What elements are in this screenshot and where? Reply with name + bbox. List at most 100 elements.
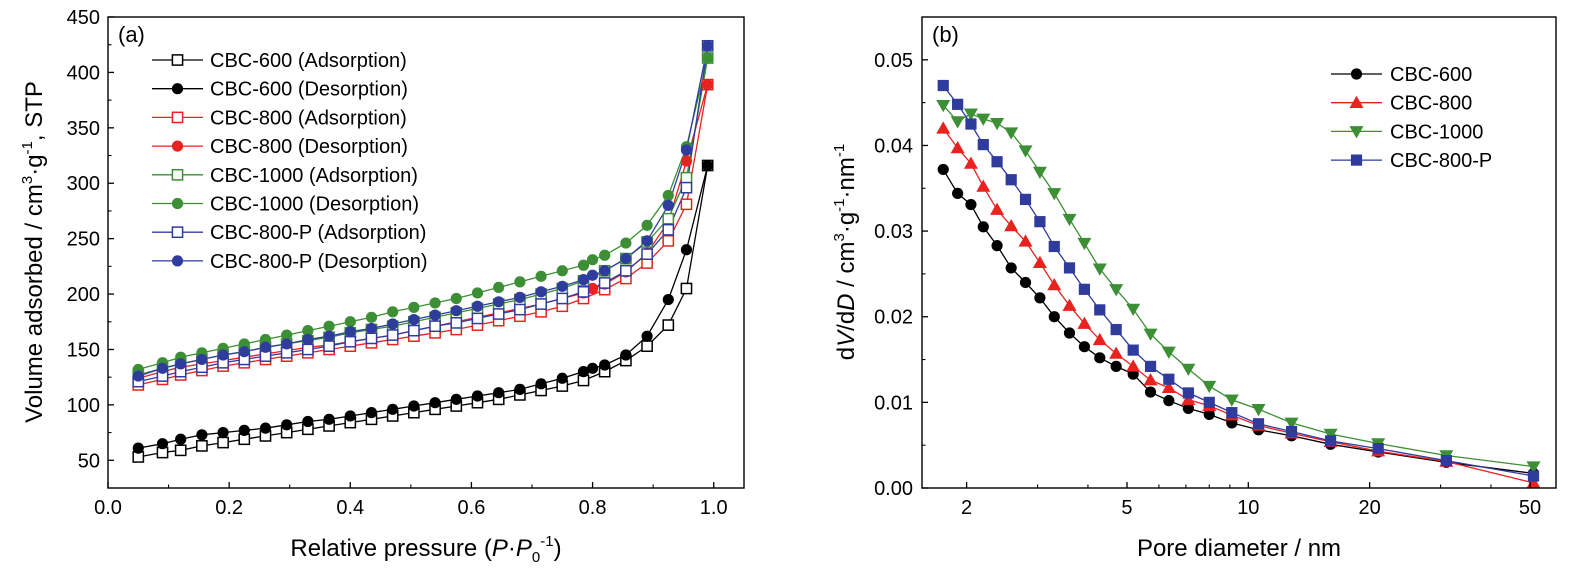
point-cbc-600-desorption xyxy=(344,410,356,422)
point-cbc-1000 xyxy=(1161,346,1176,359)
x-tick-label-a: 0.6 xyxy=(458,497,486,519)
point-cbc-800-p xyxy=(1110,323,1122,336)
point-cbc-1000-desorption xyxy=(662,189,674,202)
point-cbc-800-p-adsorption xyxy=(344,335,357,348)
point-cbc-600-desorption xyxy=(156,438,169,450)
point-cbc-800-p-desorption xyxy=(344,326,356,338)
point-cbc-800 xyxy=(1018,234,1033,247)
point-cbc-800-desorption xyxy=(680,155,693,167)
point-cbc-600 xyxy=(965,198,977,211)
legend-b: CBC-600 CBC-800 CBC-1000 CBC-800-P xyxy=(1331,64,1492,172)
point-cbc-600 xyxy=(1005,262,1017,274)
point-cbc-800-p xyxy=(952,98,964,110)
point-cbc-800-p-desorption xyxy=(156,362,169,374)
point-cbc-600 xyxy=(1163,395,1175,407)
series-line-cbc-800-adsorption xyxy=(138,84,709,386)
point-cbc-1000 xyxy=(1004,127,1019,140)
series-line-cbc-1000-adsorption xyxy=(138,57,709,376)
point-cbc-600-desorption xyxy=(471,390,484,402)
point-cbc-600-desorption xyxy=(493,387,505,399)
point-cbc-800-adsorption xyxy=(680,198,693,211)
point-cbc-1000 xyxy=(1224,394,1239,407)
point-cbc-800-p-desorption xyxy=(302,333,314,346)
legend-marker-cbc-1000-adsorption xyxy=(171,168,184,181)
point-cbc-1000-desorption xyxy=(586,254,599,266)
point-cbc-1000-desorption xyxy=(556,265,568,277)
point-cbc-600-desorption xyxy=(196,429,208,441)
point-cbc-800-p-adsorption xyxy=(365,332,378,345)
point-cbc-600-desorption xyxy=(662,294,674,306)
point-cbc-800 xyxy=(1143,373,1158,386)
legend-label-cbc-1000-adsorption: CBC-1000 (Adsorption) xyxy=(210,165,418,187)
panel-label-b: (b) xyxy=(932,22,959,47)
legend-label-cbc-600-desorption: CBC-600 (Desorption) xyxy=(210,79,408,101)
plot-frame-a xyxy=(107,16,745,489)
point-cbc-600 xyxy=(1182,402,1194,414)
point-cbc-800 xyxy=(1077,316,1092,329)
legend-marker-cbc-600 xyxy=(1350,68,1363,80)
point-cbc-1000 xyxy=(1181,363,1196,376)
point-cbc-1000-desorption xyxy=(408,301,420,313)
point-cbc-1000-desorption xyxy=(302,325,314,337)
point-cbc-1000 xyxy=(1202,380,1217,394)
x-tick-label-a: 1.0 xyxy=(700,497,728,519)
point-cbc-800-p-desorption xyxy=(620,252,632,265)
point-cbc-800-p-adsorption xyxy=(471,312,484,325)
point-cbc-1000 xyxy=(950,116,965,129)
point-cbc-1000-desorption xyxy=(514,276,526,288)
point-cbc-600-adsorption xyxy=(662,319,675,331)
point-cbc-800-p-desorption xyxy=(599,265,611,277)
point-cbc-1000 xyxy=(1126,303,1141,317)
point-cbc-800-p xyxy=(1527,470,1540,482)
point-cbc-800-p-adsorption xyxy=(386,329,399,341)
point-cbc-800 xyxy=(990,202,1005,215)
point-cbc-1000 xyxy=(963,108,978,121)
legend-marker-cbc-800 xyxy=(1349,95,1364,108)
point-cbc-600 xyxy=(1203,408,1215,420)
y-tick-label-b: 0.04 xyxy=(874,135,913,157)
point-cbc-800 xyxy=(1032,255,1047,269)
point-cbc-800-p xyxy=(1144,360,1157,372)
x-tick-label-a: 0.2 xyxy=(215,497,243,519)
point-cbc-600-desorption xyxy=(132,442,144,454)
point-cbc-1000-desorption xyxy=(641,219,653,231)
point-cbc-600-desorption xyxy=(577,366,590,378)
point-cbc-1000-desorption xyxy=(471,287,484,299)
point-cbc-800-p-desorption xyxy=(577,274,590,286)
point-cbc-800-p-adsorption xyxy=(577,285,590,298)
point-cbc-800 xyxy=(950,141,965,154)
point-cbc-800-p-desorption xyxy=(586,269,599,281)
point-cbc-600-adsorption xyxy=(217,436,229,449)
legend-marker-cbc-1000-desorption xyxy=(171,197,184,210)
legend-label-cbc-800-adsorption: CBC-800 (Adsorption) xyxy=(210,107,407,129)
point-cbc-800-p-desorption xyxy=(387,318,399,330)
point-cbc-800 xyxy=(1004,218,1019,232)
point-cbc-1000 xyxy=(990,117,1005,131)
chart-a-adsorption-isotherms: 0.0 0.2 0.4 0.6 0.8 1.0 50 100 150 200 250 300 350 40… xyxy=(19,7,745,566)
point-cbc-600-desorption xyxy=(514,383,526,395)
point-cbc-600-desorption xyxy=(175,433,187,445)
x-tick-label-b: 10 xyxy=(1237,497,1259,519)
legend-label-cbc-1000-desorption: CBC-1000 (Desorption) xyxy=(210,194,419,216)
point-cbc-1000-desorption xyxy=(577,259,590,271)
point-cbc-1000 xyxy=(1143,328,1158,341)
x-tick-label-a: 0.8 xyxy=(579,497,607,519)
legend-label-cbc-800: CBC-800 xyxy=(1390,93,1472,115)
point-cbc-800-p-desorption xyxy=(259,341,272,353)
point-cbc-800-p-adsorption xyxy=(302,343,314,356)
point-cbc-800-p-adsorption xyxy=(492,308,505,320)
point-cbc-1000-desorption xyxy=(387,306,399,318)
point-cbc-800-p xyxy=(1372,443,1384,455)
legend-a: CBC-600 (Adsorption) CBC-600 (Desorption)… xyxy=(152,50,428,273)
x-tick-label-a: 0.0 xyxy=(94,497,122,519)
point-cbc-600 xyxy=(1034,292,1046,304)
point-cbc-600-desorption xyxy=(586,362,599,374)
point-cbc-800-p xyxy=(1034,216,1046,228)
y-axis-label-b: dV/dD / cm3·g-1·nm-1 xyxy=(831,144,860,360)
point-cbc-800 xyxy=(936,121,951,134)
y-tick-label-a: 300 xyxy=(67,173,100,195)
point-cbc-800-p xyxy=(1440,454,1452,467)
legend-label-cbc-800-desorption: CBC-800 (Desorption) xyxy=(210,136,408,158)
x-tick-label-b: 20 xyxy=(1359,497,1381,519)
point-cbc-800-p xyxy=(1078,283,1091,295)
